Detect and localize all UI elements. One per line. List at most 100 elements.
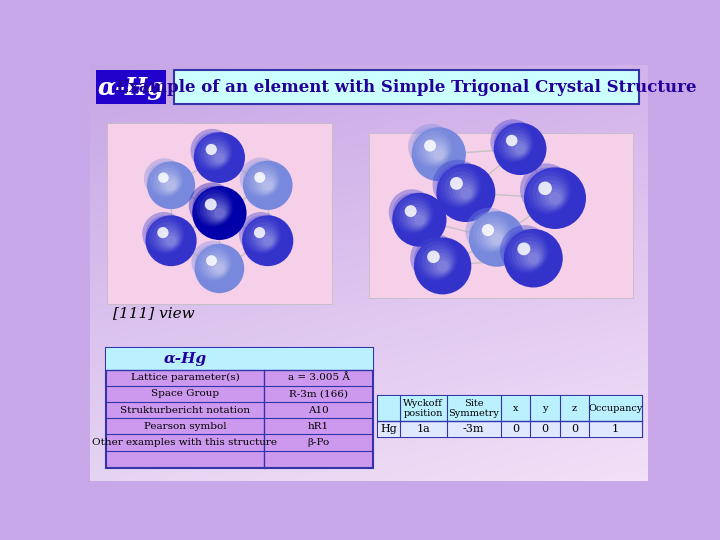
Circle shape — [263, 180, 273, 190]
Circle shape — [207, 200, 228, 221]
Circle shape — [215, 264, 225, 273]
Circle shape — [143, 212, 186, 255]
Circle shape — [441, 167, 480, 206]
Circle shape — [194, 132, 245, 183]
Circle shape — [214, 208, 225, 218]
Circle shape — [549, 192, 561, 204]
Circle shape — [487, 230, 504, 246]
Circle shape — [163, 232, 178, 247]
Text: [111] view: [111] view — [113, 307, 195, 321]
Circle shape — [263, 235, 273, 246]
Text: Example of an element with Simple Trigonal Crystal Structure: Example of an element with Simple Trigon… — [116, 79, 696, 97]
Circle shape — [414, 238, 457, 281]
Circle shape — [160, 174, 179, 193]
Circle shape — [166, 235, 176, 246]
Circle shape — [253, 171, 276, 194]
Circle shape — [465, 208, 513, 255]
Circle shape — [403, 204, 429, 230]
Text: Other examples with this structure: Other examples with this structure — [92, 438, 277, 447]
Circle shape — [456, 183, 473, 200]
Circle shape — [157, 227, 168, 238]
Circle shape — [511, 140, 527, 156]
Circle shape — [450, 177, 463, 190]
Circle shape — [512, 237, 546, 270]
FancyBboxPatch shape — [106, 348, 373, 468]
Circle shape — [204, 254, 228, 278]
Circle shape — [208, 257, 227, 276]
FancyBboxPatch shape — [378, 396, 642, 421]
Circle shape — [392, 193, 446, 247]
Circle shape — [515, 144, 526, 154]
Circle shape — [163, 177, 177, 191]
FancyBboxPatch shape — [107, 123, 332, 303]
Circle shape — [249, 222, 278, 251]
Circle shape — [196, 190, 232, 226]
Text: 1: 1 — [612, 424, 619, 434]
Text: Wyckoff
position: Wyckoff position — [403, 399, 443, 418]
Circle shape — [541, 184, 564, 207]
Circle shape — [254, 172, 265, 183]
Circle shape — [246, 164, 279, 197]
Circle shape — [516, 241, 544, 269]
Circle shape — [444, 171, 478, 205]
Circle shape — [500, 225, 550, 275]
Circle shape — [201, 139, 230, 168]
Circle shape — [426, 141, 447, 163]
Circle shape — [147, 161, 184, 198]
Circle shape — [494, 123, 534, 163]
Circle shape — [469, 211, 525, 267]
Circle shape — [498, 126, 532, 161]
Circle shape — [157, 171, 180, 194]
Circle shape — [524, 167, 586, 229]
Circle shape — [259, 232, 274, 247]
Circle shape — [415, 131, 451, 167]
Circle shape — [424, 140, 436, 152]
Circle shape — [436, 164, 495, 222]
Circle shape — [153, 168, 181, 195]
FancyBboxPatch shape — [174, 70, 639, 104]
FancyBboxPatch shape — [378, 421, 642, 437]
Circle shape — [158, 172, 168, 183]
Circle shape — [392, 193, 433, 234]
Text: Occupancy: Occupancy — [588, 404, 643, 413]
Circle shape — [473, 215, 510, 252]
Circle shape — [197, 136, 231, 170]
Circle shape — [410, 234, 459, 282]
Circle shape — [532, 176, 568, 211]
Circle shape — [254, 227, 265, 238]
Circle shape — [407, 207, 428, 228]
Circle shape — [545, 188, 563, 206]
Circle shape — [460, 187, 472, 199]
Circle shape — [491, 233, 503, 245]
FancyBboxPatch shape — [106, 348, 373, 370]
Circle shape — [414, 214, 425, 225]
Circle shape — [250, 167, 278, 195]
Circle shape — [426, 249, 453, 276]
Circle shape — [243, 161, 281, 198]
Circle shape — [207, 146, 228, 165]
Circle shape — [215, 152, 225, 163]
Circle shape — [243, 161, 292, 210]
Circle shape — [149, 219, 183, 253]
Circle shape — [433, 160, 482, 210]
Text: Pearson symbol: Pearson symbol — [143, 422, 226, 431]
Circle shape — [199, 193, 230, 224]
Circle shape — [506, 135, 518, 146]
Circle shape — [400, 200, 431, 231]
Circle shape — [150, 165, 182, 197]
Circle shape — [494, 123, 546, 175]
Circle shape — [412, 127, 453, 168]
FancyBboxPatch shape — [369, 132, 632, 298]
Text: R-3m (166): R-3m (166) — [289, 389, 348, 399]
Text: 1a: 1a — [416, 424, 430, 434]
Circle shape — [191, 129, 234, 172]
Circle shape — [449, 176, 477, 203]
Text: Lattice parameter(s): Lattice parameter(s) — [130, 373, 239, 382]
Text: x: x — [513, 404, 518, 413]
Text: hR1: hR1 — [308, 422, 329, 431]
Text: Site
Symmetry: Site Symmetry — [448, 399, 499, 418]
Circle shape — [482, 224, 494, 236]
Circle shape — [437, 260, 449, 272]
Circle shape — [528, 252, 539, 264]
Circle shape — [192, 186, 233, 227]
